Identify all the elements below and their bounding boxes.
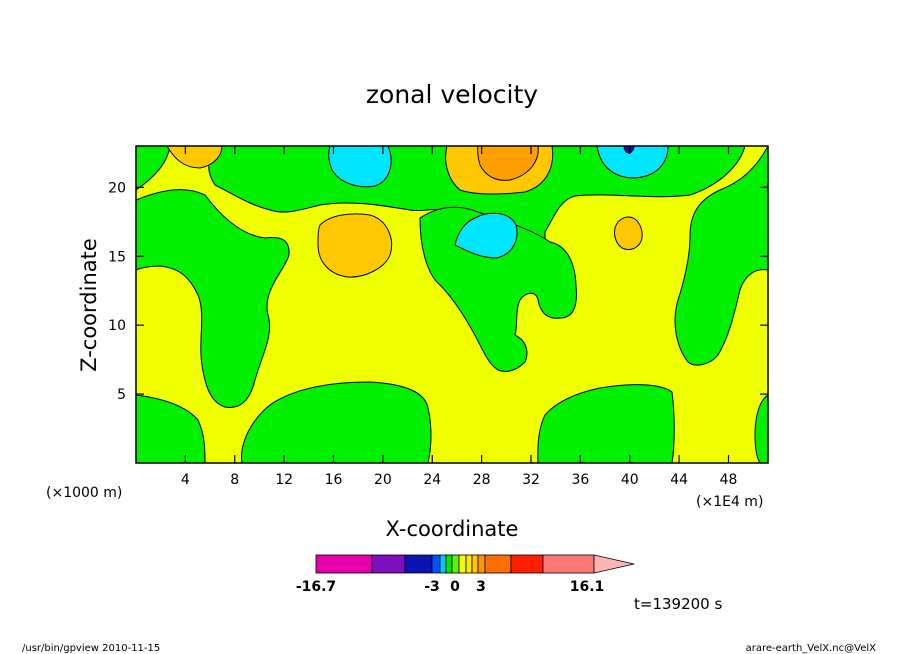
- colorbar-segment: [315, 554, 373, 574]
- x-tick-label: 24: [423, 472, 441, 488]
- colorbar-segment: [484, 554, 512, 574]
- x-tick-label: 40: [621, 472, 639, 488]
- x-tick-label: 20: [374, 472, 392, 488]
- colorbar-segment: [465, 554, 473, 574]
- contour-region-cyan-right: [596, 146, 669, 179]
- x-tick-label: 16: [325, 472, 343, 488]
- y-unit-label: (×1000 m): [46, 485, 122, 501]
- contour-region-blue-dot: [623, 146, 635, 154]
- x-unit-label: (×1E4 m): [696, 494, 763, 510]
- colorbar-segment: [451, 554, 460, 574]
- colorbar-segment: [458, 554, 467, 574]
- y-axis-label: Z-coordinate: [77, 238, 101, 372]
- x-tick-label: 28: [473, 472, 491, 488]
- plot-frame: [135, 145, 769, 464]
- contour-region-cyan-top: [328, 146, 392, 188]
- colorbar-tick-label: 3: [476, 579, 486, 595]
- colorbar-segment: [510, 554, 544, 574]
- colorbar-segment: [404, 554, 433, 574]
- colorbar-tick-label: 0: [450, 579, 460, 595]
- chart-title: zonal velocity: [366, 80, 538, 109]
- y-tick-label: 20: [108, 180, 126, 196]
- x-axis-label: X-coordinate: [386, 517, 519, 541]
- contour-region-green-bottom-edge: [754, 394, 768, 463]
- colorbar-tick-label: 16.1: [570, 579, 605, 595]
- contour-region-orange-right-small: [614, 216, 643, 251]
- contour-region-green-center: [419, 206, 577, 372]
- contour-field: [136, 146, 768, 463]
- x-tick-label: 32: [522, 472, 540, 488]
- contour-region-green-left-lobe: [136, 189, 290, 409]
- colorbar-segment: [431, 554, 441, 574]
- x-tick-label: 48: [720, 472, 738, 488]
- colorbar-extend-arrow: [593, 554, 635, 574]
- contour-region-cyan-center: [454, 212, 518, 259]
- contour-region-green-bottom-mid: [240, 381, 432, 463]
- footer-right: arare-earth_VelX.nc@VelX: [746, 643, 877, 654]
- contour-region-green-right-lobe: [674, 146, 768, 366]
- x-tick-label: 4: [181, 472, 190, 488]
- y-axis-ticks: 5 10 15 20: [108, 180, 768, 403]
- contour-region-orange-top-center-inner: [477, 146, 539, 181]
- x-tick-label: 8: [230, 472, 239, 488]
- y-tick-label: 10: [108, 318, 126, 334]
- contour-region-green-bottom-left: [136, 394, 206, 463]
- y-tick-label: 5: [117, 387, 126, 403]
- contour-region-orange-top-left: [166, 146, 223, 169]
- colorbar-tick-labels: -16.7 -3 0 3 16.1: [296, 579, 604, 595]
- x-tick-label: 36: [571, 472, 589, 488]
- colorbar: [315, 554, 635, 574]
- colorbar-tick-label: -16.7: [296, 579, 336, 595]
- time-label: t=139200 s: [634, 595, 722, 613]
- contour-region-green-bottom-right: [537, 384, 675, 463]
- contour-region-orange-mid-left: [317, 213, 393, 278]
- colorbar-segment: [477, 554, 486, 574]
- x-axis-ticks: 4 8 12 16 20 24 28 32 36 40 44 48: [181, 146, 738, 488]
- colorbar-segment: [542, 554, 595, 574]
- colorbar-segment: [445, 554, 453, 574]
- y-tick-label: 15: [108, 249, 126, 265]
- footer-left: /usr/bin/gpview 2010-11-15: [22, 643, 160, 654]
- colorbar-segment: [439, 554, 447, 574]
- colorbar-tick-label: -3: [424, 579, 440, 595]
- colorbar-segment: [371, 554, 406, 574]
- colorbar-segment: [471, 554, 479, 574]
- x-tick-label: 12: [275, 472, 293, 488]
- x-tick-label: 44: [670, 472, 688, 488]
